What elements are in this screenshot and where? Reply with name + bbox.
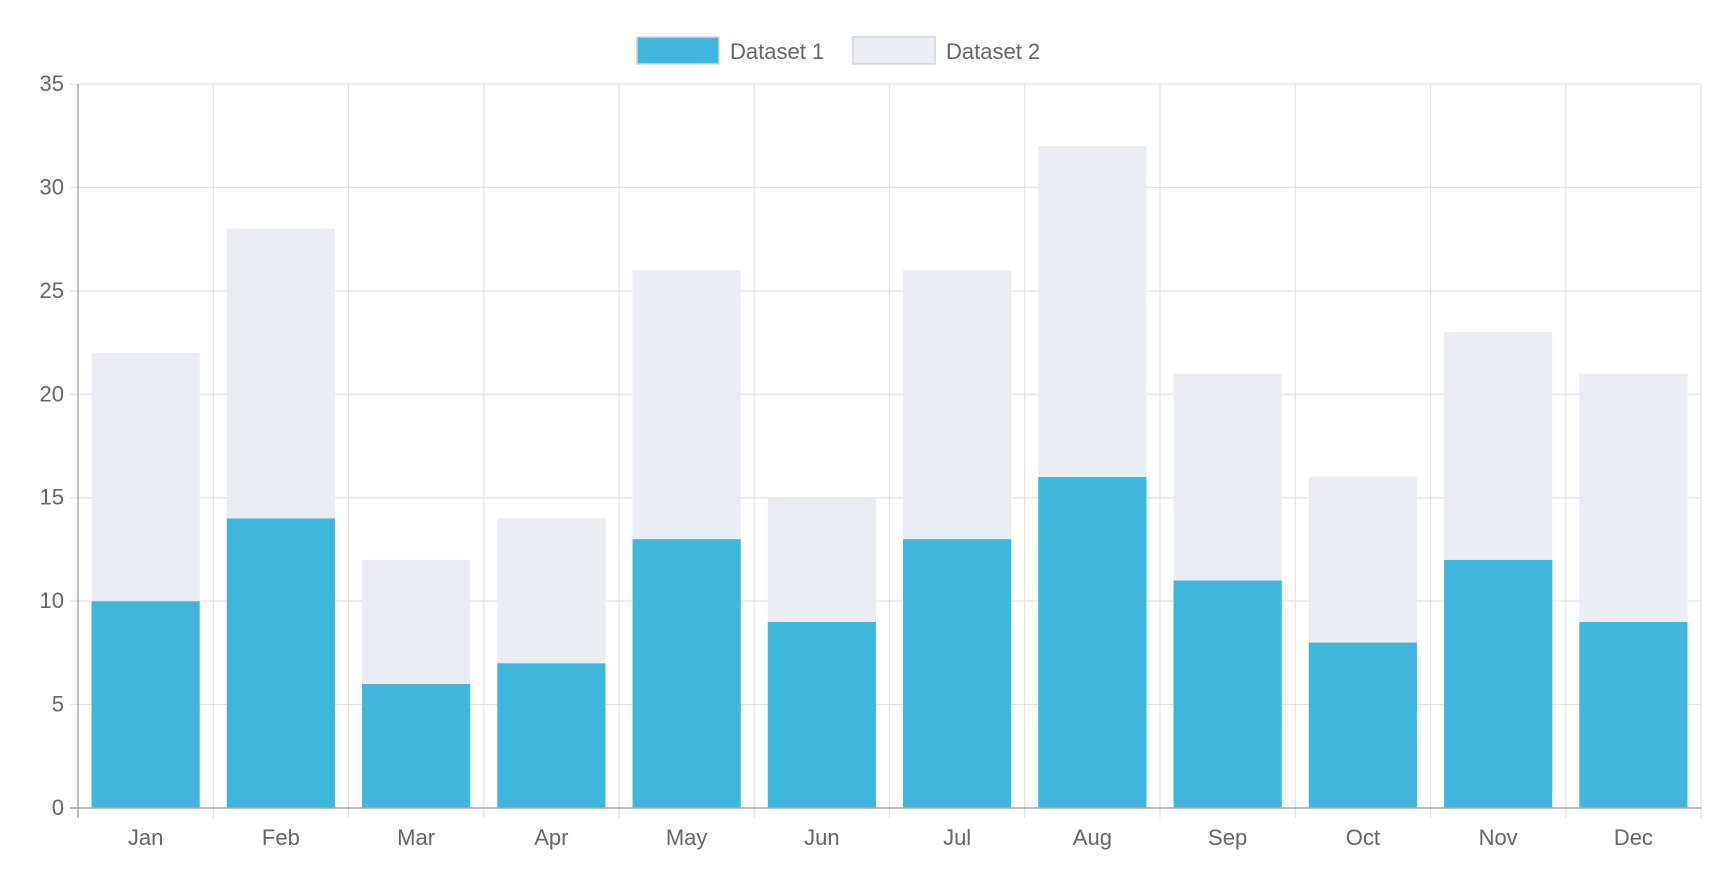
bar-jun-series-2[interactable] <box>767 497 876 622</box>
bar-jul-series-2[interactable] <box>903 270 1012 540</box>
x-tick-label: Mar <box>397 825 435 850</box>
bar-may-series-1[interactable] <box>632 539 741 808</box>
legend-swatch-series-2[interactable] <box>852 36 936 65</box>
x-tick-label: Jul <box>943 825 971 850</box>
legend-swatch-series-1[interactable] <box>636 36 720 65</box>
bar-sep-series-2[interactable] <box>1173 373 1282 581</box>
bar-may-series-2[interactable] <box>632 270 741 540</box>
bar-dec-series-1[interactable] <box>1579 621 1688 808</box>
bar-mar-series-2[interactable] <box>362 559 471 684</box>
x-tick-label: Aug <box>1073 825 1112 850</box>
x-tick-label: Apr <box>534 825 568 850</box>
bar-feb-series-2[interactable] <box>226 228 335 519</box>
x-tick-label: Feb <box>262 825 300 850</box>
bar-jun-series-1[interactable] <box>767 621 876 808</box>
bar-oct-series-1[interactable] <box>1308 642 1417 808</box>
y-tick-label: 5 <box>52 692 64 717</box>
y-tick-label: 25 <box>40 278 64 303</box>
x-tick-label: Jan <box>128 825 163 850</box>
legend-label-series-1[interactable]: Dataset 1 <box>730 39 824 64</box>
bar-jan-series-1[interactable] <box>91 601 200 808</box>
bar-aug-series-2[interactable] <box>1038 146 1147 478</box>
bar-apr-series-1[interactable] <box>497 663 606 808</box>
legend-label-series-2[interactable]: Dataset 2 <box>946 39 1040 64</box>
axes: 0 5 10 15 20 25 30 35 Jan Feb Mar Apr May Jun Jul Aug Se… <box>40 71 1701 850</box>
y-tick-label: 35 <box>40 71 64 96</box>
y-tick-label: 10 <box>40 588 64 613</box>
bar-dec-series-2[interactable] <box>1579 373 1688 622</box>
grid-lines <box>70 83 1702 818</box>
bar-feb-series-1[interactable] <box>226 518 335 808</box>
y-tick-label: 15 <box>40 485 64 510</box>
x-tick-label: Dec <box>1614 825 1653 850</box>
bar-jan-series-2[interactable] <box>91 352 200 602</box>
x-tick-label: May <box>666 825 708 850</box>
x-tick-label: Jun <box>804 825 839 850</box>
bar-aug-series-1[interactable] <box>1038 477 1147 808</box>
bar-mar-series-1[interactable] <box>362 683 471 808</box>
y-tick-label: 20 <box>40 381 64 406</box>
bars <box>91 146 1688 808</box>
bar-nov-series-2[interactable] <box>1444 332 1553 560</box>
x-tick-label: Oct <box>1346 825 1380 850</box>
bar-sep-series-1[interactable] <box>1173 580 1282 808</box>
bar-oct-series-2[interactable] <box>1308 477 1417 643</box>
bar-jul-series-1[interactable] <box>903 539 1012 808</box>
bar-apr-series-2[interactable] <box>497 518 606 664</box>
x-tick-label: Nov <box>1479 825 1518 850</box>
x-tick-label: Sep <box>1208 825 1247 850</box>
legend: Dataset 1 Dataset 2 <box>636 36 1040 65</box>
bar-nov-series-1[interactable] <box>1444 559 1553 808</box>
y-tick-label: 0 <box>52 795 64 820</box>
y-tick-label: 30 <box>40 174 64 199</box>
